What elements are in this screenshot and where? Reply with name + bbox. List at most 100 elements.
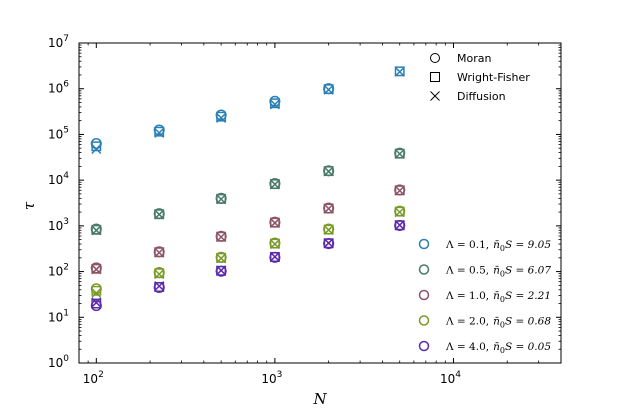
- wright-fisher-point: [269, 98, 280, 109]
- wright-fisher-point: [269, 252, 280, 262]
- x-tick-label: 103: [261, 370, 282, 386]
- wright-fisher-point: [394, 66, 405, 77]
- diffusion-point: [91, 297, 102, 308]
- series-legend-swatch: [418, 289, 430, 301]
- diffusion-point: [154, 269, 165, 280]
- wright-fisher-point: [216, 265, 227, 276]
- series-1: [90, 147, 406, 236]
- diffusion-point: [269, 251, 280, 262]
- marker-legend-label: Moran: [457, 52, 491, 65]
- wright-fisher-point: [269, 217, 280, 228]
- y-tick-label: 104: [48, 171, 69, 187]
- x-tick-label: 104: [440, 370, 461, 386]
- series-legend-swatch: [418, 264, 430, 275]
- diffusion-point: [154, 247, 165, 258]
- series-legend-label: Λ = 0.5, n̄0S = 6.07: [445, 265, 551, 279]
- wright-fisher-point: [154, 126, 165, 137]
- marker-legend-label: Wright-Fisher: [457, 71, 530, 84]
- legend-square-icon: [430, 72, 440, 82]
- wright-fisher-point: [323, 224, 334, 235]
- wright-fisher-point: [91, 224, 102, 235]
- y-tick-label: 107: [48, 34, 69, 50]
- y-tick-label: 100: [48, 354, 69, 370]
- wright-fisher-point: [91, 141, 102, 152]
- wright-fisher-point: [323, 203, 334, 214]
- diffusion-point: [91, 143, 102, 155]
- ticks-layer: 102 103 104 100 101 102 103 104 105 106 107: [48, 34, 562, 386]
- diffusion-point: [323, 224, 334, 235]
- y-tick-label: 102: [48, 263, 69, 279]
- diffusion-point: [216, 231, 227, 243]
- wright-fisher-point: [216, 111, 227, 122]
- wright-fisher-point: [323, 238, 334, 249]
- x-axis-label: N: [312, 390, 327, 408]
- wright-fisher-point: [154, 268, 165, 279]
- wright-fisher-point: [91, 298, 102, 309]
- y-tick-label: 105: [48, 125, 69, 141]
- diffusion-point: [394, 207, 405, 218]
- y-tick-label: 103: [48, 217, 69, 233]
- series-legend-swatch: [418, 340, 430, 352]
- diffusion-point: [154, 209, 165, 220]
- wright-fisher-point: [323, 84, 334, 95]
- series-4: [90, 219, 406, 312]
- series-legend: Λ = 0.1, n̄0S = 9.05 Λ = 0.5, n̄0S = 6.07 Λ …: [418, 238, 551, 355]
- diffusion-point: [323, 203, 334, 214]
- diffusion-point: [394, 66, 405, 77]
- wright-fisher-point: [323, 166, 334, 177]
- diffusion-point: [323, 84, 334, 95]
- y-tick-label: 106: [48, 80, 69, 96]
- diffusion-point: [269, 99, 280, 110]
- marker-legend: Moran Wright-Fisher Diffusion: [430, 52, 530, 103]
- diffusion-point: [216, 265, 227, 276]
- legend-x-icon: [430, 91, 440, 101]
- y-axis-label: τ: [20, 201, 38, 210]
- wright-fisher-point: [269, 238, 280, 249]
- wright-fisher-point: [394, 148, 405, 159]
- diffusion-point: [154, 127, 165, 138]
- diffusion-point: [269, 239, 280, 250]
- wright-fisher-point: [269, 179, 280, 190]
- series-0: [90, 66, 405, 155]
- series-legend-swatch: [418, 315, 430, 326]
- diffusion-point: [154, 281, 165, 292]
- wright-fisher-point: [216, 193, 227, 204]
- series-legend-label: Λ = 0.1, n̄0S = 9.05: [445, 239, 551, 253]
- marks-layer: [90, 66, 406, 312]
- series-2: [90, 184, 406, 275]
- diffusion-point: [91, 264, 102, 275]
- diffusion-point: [216, 194, 227, 205]
- diffusion-point: [394, 185, 405, 196]
- x-tick-label: 102: [83, 370, 104, 386]
- diffusion-point: [216, 253, 227, 264]
- legend-circle-icon: [430, 53, 440, 63]
- y-tick-label: 101: [48, 308, 69, 324]
- series-legend-label: Λ = 4.0, n̄0S = 0.05: [445, 341, 551, 355]
- diffusion-point: [323, 238, 334, 249]
- diffusion-point: [323, 166, 334, 177]
- wright-fisher-point: [154, 209, 165, 220]
- wright-fisher-point: [216, 252, 227, 263]
- wright-fisher-point: [154, 247, 165, 258]
- diffusion-point: [91, 225, 102, 236]
- wright-fisher-point: [91, 285, 102, 296]
- diffusion-point: [394, 148, 405, 159]
- wright-fisher-point: [154, 282, 165, 292]
- marker-legend-label: Diffusion: [457, 90, 506, 103]
- diffusion-point: [269, 217, 280, 228]
- wright-fisher-point: [394, 220, 405, 231]
- diffusion-point: [269, 179, 280, 190]
- wright-fisher-point: [394, 206, 405, 217]
- series-legend-label: Λ = 1.0, n̄0S = 2.21: [445, 290, 551, 304]
- wright-fisher-point: [91, 263, 102, 274]
- series-legend-label: Λ = 2.0, n̄0S = 0.68: [445, 316, 551, 330]
- series-3: [90, 205, 406, 299]
- wright-fisher-point: [394, 185, 405, 196]
- diffusion-point: [394, 220, 405, 231]
- plot-frame: [78, 42, 562, 364]
- diffusion-point: [216, 112, 227, 123]
- diffusion-point: [91, 287, 102, 299]
